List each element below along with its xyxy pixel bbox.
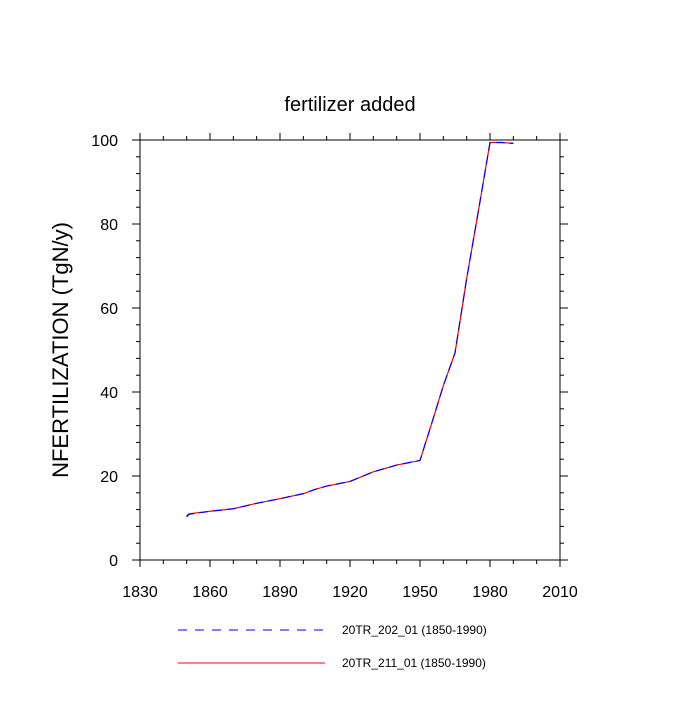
- x-tick-label: 2010: [542, 584, 578, 601]
- legend-label: 20TR_211_01 (1850-1990): [342, 656, 486, 670]
- y-tick-label: 0: [109, 553, 118, 570]
- y-tick-label: 60: [100, 301, 118, 318]
- y-tick-label: 80: [100, 217, 118, 234]
- y-axis-label: NFERTILIZATION (TgN/y): [48, 222, 73, 478]
- x-tick-label: 1980: [472, 584, 508, 601]
- legend-label: 20TR_202_01 (1850-1990): [342, 623, 487, 637]
- x-tick-label: 1890: [262, 584, 298, 601]
- series-line: [186, 141, 514, 518]
- plot-frame: [139, 139, 561, 561]
- y-tick-label: 100: [91, 133, 118, 150]
- series-line: [186, 141, 514, 516]
- chart-title: fertilizer added: [284, 94, 415, 116]
- legend: 20TR_202_01 (1850-1990) 20TR_211_01 (1850…: [178, 623, 487, 670]
- x-tick-label: 1950: [402, 584, 438, 601]
- x-tick-label: 1830: [122, 584, 158, 601]
- plot-area: 1830 1860 1890 1920 1950 1980 2010 0 20 40 60 80 100: [91, 133, 578, 601]
- y-tick-label: 20: [100, 469, 118, 486]
- x-tick-label: 1860: [192, 584, 228, 601]
- x-tick-label: 1920: [332, 584, 368, 601]
- y-tick-label: 40: [100, 385, 118, 402]
